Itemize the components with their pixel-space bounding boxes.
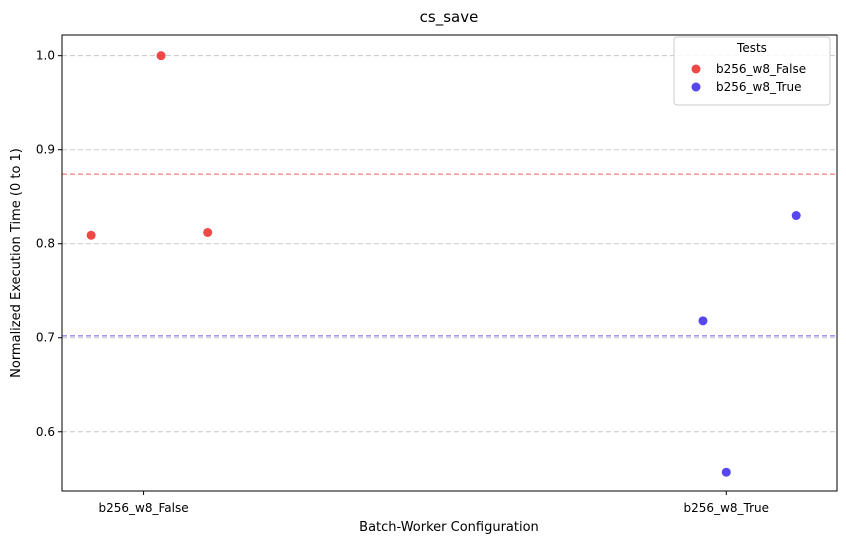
data-point bbox=[156, 51, 166, 61]
legend-label: b256_w8_True bbox=[716, 80, 801, 94]
plot-area-frame bbox=[61, 34, 838, 492]
x-axis-ticks: b256_w8_False b256_w8_True bbox=[99, 491, 769, 515]
y-axis-ticks: 0.6 0.7 0.8 0.9 1.0 bbox=[36, 49, 62, 439]
x-axis-label: Batch-Worker Configuration bbox=[359, 520, 539, 535]
grid-lines bbox=[62, 55, 837, 433]
y-axis-label: Normalized Execution Time (0 to 1) bbox=[9, 148, 24, 378]
x-tick-label: b256_w8_False bbox=[99, 501, 189, 515]
chart-title: cs_save bbox=[420, 8, 479, 27]
x-tick-label: b256_w8_True bbox=[684, 501, 769, 515]
legend-marker bbox=[691, 82, 701, 92]
mean-lines bbox=[62, 173, 837, 337]
data-point bbox=[203, 227, 213, 237]
y-tick-label: 0.6 bbox=[36, 425, 55, 439]
legend: Tests b256_w8_False b256_w8_True bbox=[673, 36, 831, 106]
legend-marker bbox=[691, 64, 701, 74]
data-points bbox=[86, 51, 801, 477]
legend-box bbox=[673, 36, 831, 106]
data-point bbox=[791, 211, 801, 221]
y-tick-label: 1.0 bbox=[36, 49, 55, 63]
data-point bbox=[86, 230, 96, 240]
data-point bbox=[698, 316, 708, 326]
y-tick-label: 0.7 bbox=[36, 331, 55, 345]
data-point bbox=[721, 467, 731, 477]
y-tick-label: 0.9 bbox=[36, 143, 55, 157]
legend-title: Tests bbox=[736, 41, 767, 55]
y-tick-label: 0.8 bbox=[36, 237, 55, 251]
legend-label: b256_w8_False bbox=[716, 62, 806, 76]
